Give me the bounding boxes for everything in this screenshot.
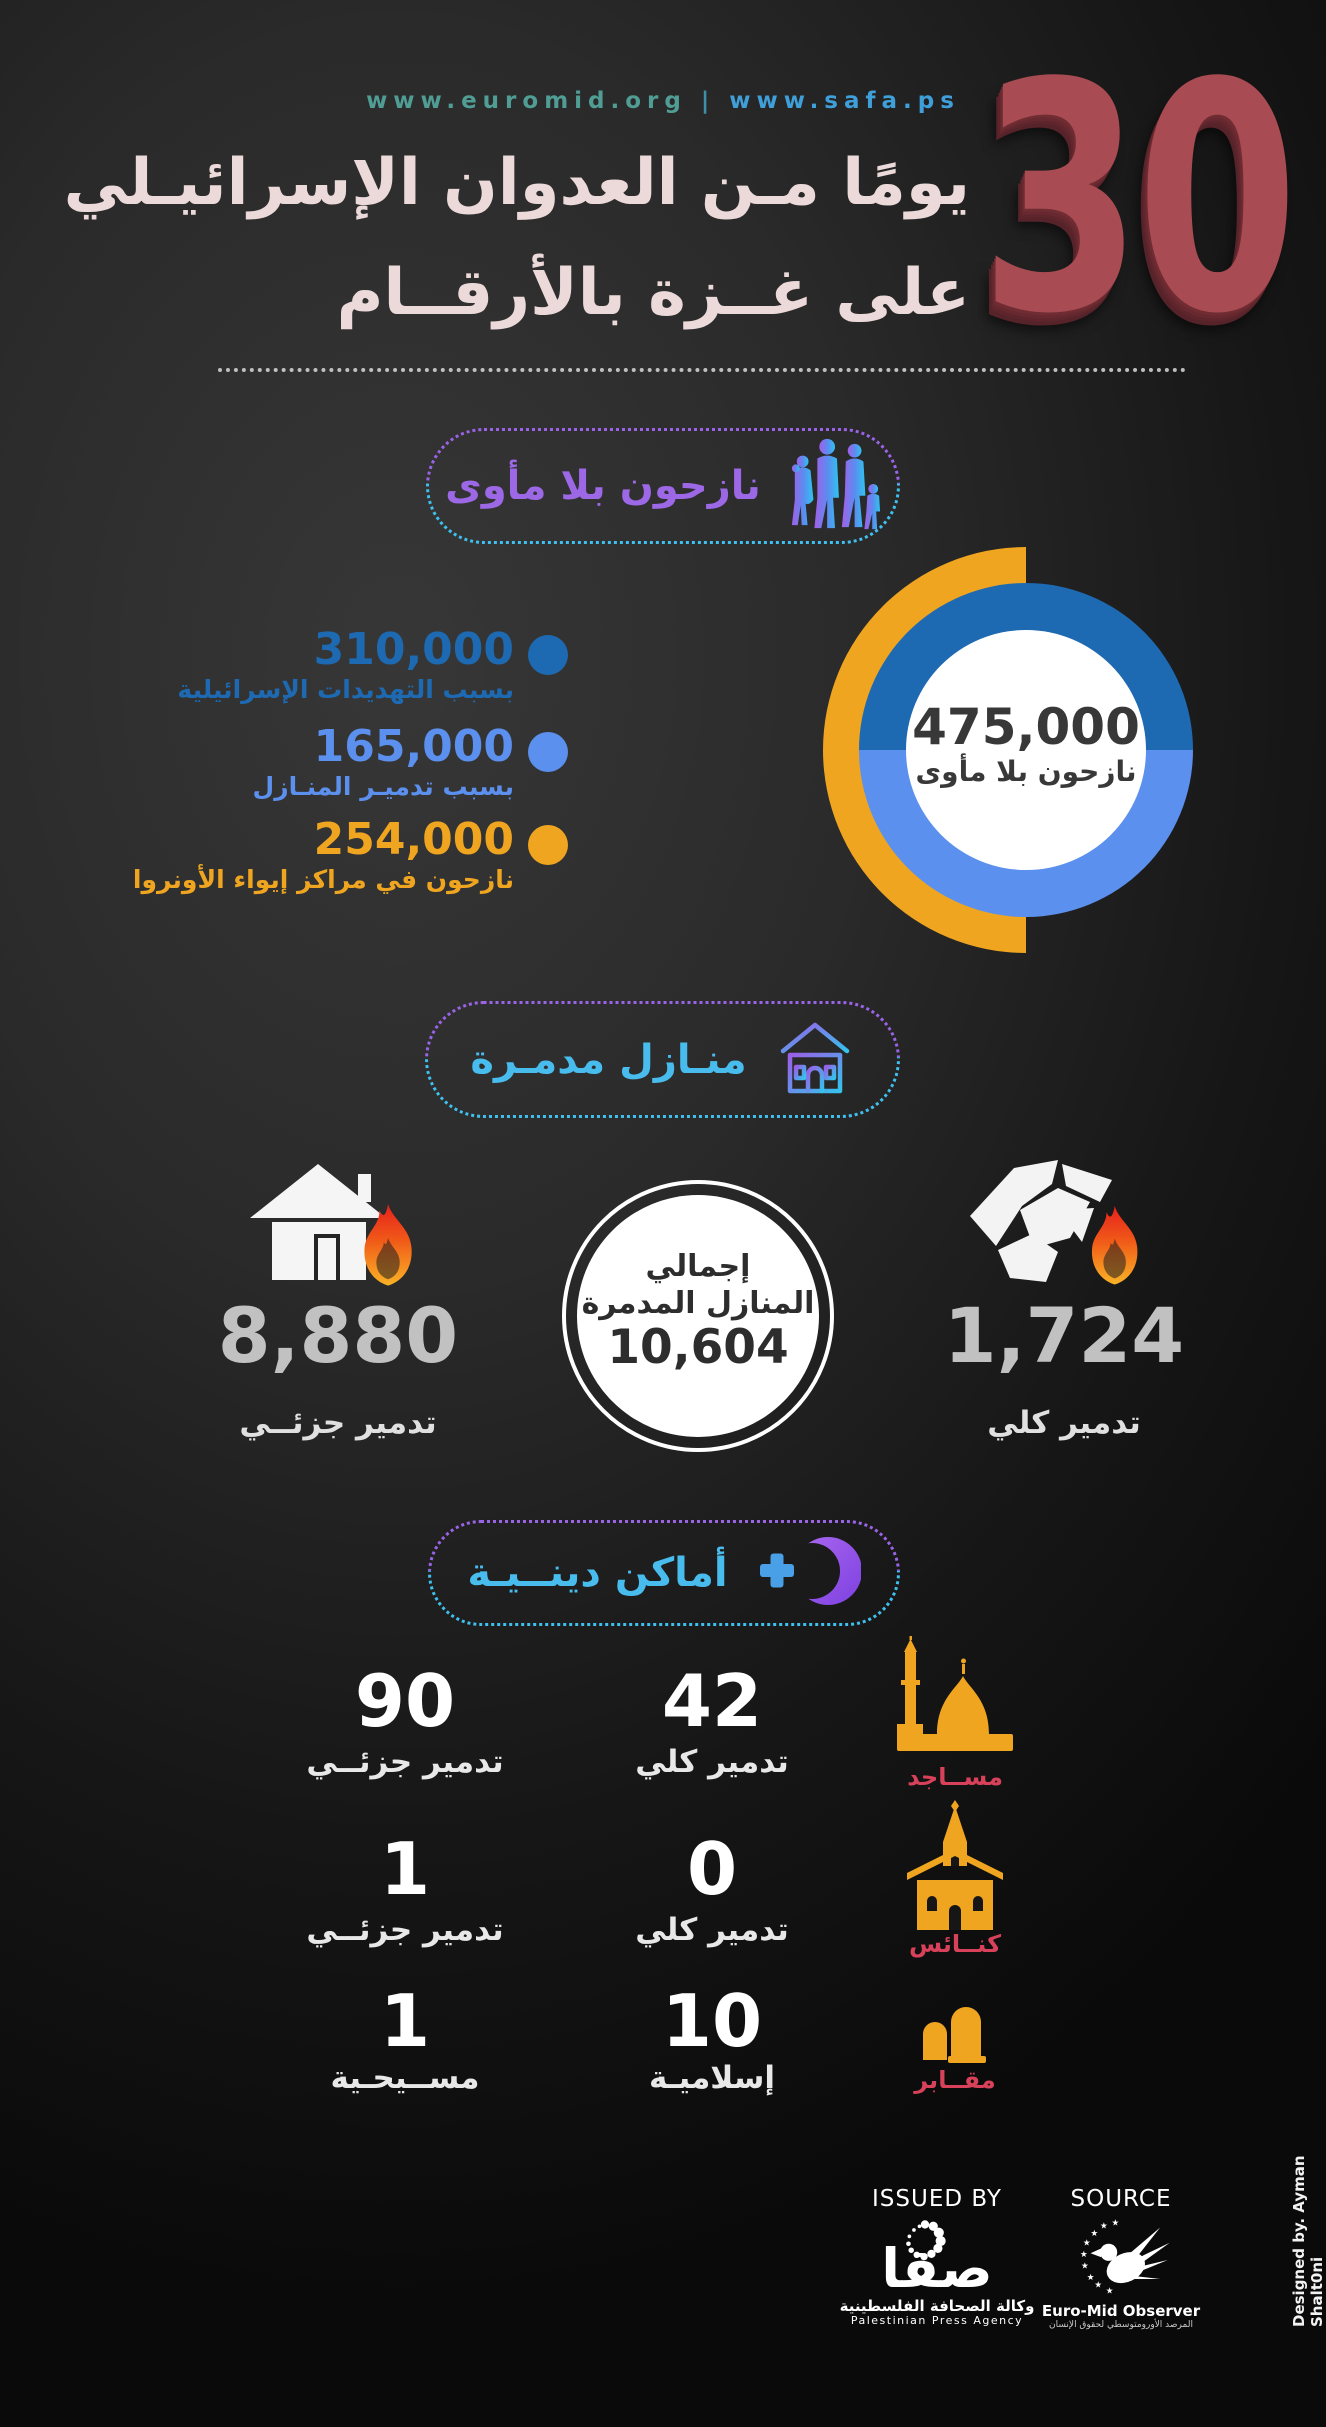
legend-bullet-unrwa xyxy=(528,825,568,865)
big-number-30: 30 xyxy=(980,17,1298,383)
safa-arabic-name: وكالة الصحافة الفلسطينية xyxy=(839,2297,1035,2315)
legend-label-threats: بسبب التهديدات الإسرائيلية xyxy=(177,675,514,705)
mosques-complete-value: 42 xyxy=(661,1659,763,1743)
legend-bullet-destroyed-homes xyxy=(528,732,568,772)
section-religious-title: أماكن دينــيـة xyxy=(467,1550,728,1596)
cemeteries-christian-label: مســيحـية xyxy=(330,2060,480,2096)
website-urls: www.euromid.org | www.safa.ps xyxy=(0,88,1326,114)
source-heading: SOURCE xyxy=(1070,2186,1172,2212)
mosque-icon xyxy=(893,1636,1017,1766)
svg-text:★: ★ xyxy=(1100,2221,1108,2231)
church-icon xyxy=(903,1800,1007,1936)
svg-text:★: ★ xyxy=(1094,2281,1102,2291)
safa-dots-icon xyxy=(893,2218,957,2268)
legend-bullet-threats xyxy=(528,635,568,675)
issued-by-heading: ISSUED BY xyxy=(872,2186,1002,2212)
svg-text:★: ★ xyxy=(1083,2239,1091,2249)
url-euromid: www.euromid.org xyxy=(366,88,687,114)
page-title: يومًا مـن العدوان الإسرائيـلي على غــزة … xyxy=(64,128,970,348)
churches-complete-value: 0 xyxy=(686,1827,738,1911)
cemeteries-name: مقــابر xyxy=(914,2066,996,2094)
section-homes-header: منـازل مدمـرة xyxy=(425,1001,900,1118)
burning-house-icon xyxy=(238,1158,438,1310)
cemeteries-islamic-value: 10 xyxy=(661,1979,763,2063)
mosques-partial-value: 90 xyxy=(354,1659,456,1743)
legend-row-destroyed-homes: 165,000 بسبب تدميـر المنـازل xyxy=(252,721,568,802)
dotted-separator xyxy=(218,368,1186,372)
churches-name: كنــائس xyxy=(908,1930,1002,1958)
svg-text:★: ★ xyxy=(1091,2229,1099,2239)
legend-label-destroyed-homes: بسبب تدميـر المنـازل xyxy=(252,772,514,802)
safa-logo: صفا xyxy=(881,2237,993,2300)
title-line-2: على غــزة بالأرقــام xyxy=(336,256,970,330)
euromid-name: Euro-Mid Observer xyxy=(1041,2302,1201,2320)
section-displaced-header: نازحون بلا مأوى xyxy=(426,428,900,544)
legend-label-unrwa: نازحون في مراكز إيواء الأونروا xyxy=(132,865,514,895)
url-separator: | xyxy=(700,88,730,114)
euromid-dove-icon: ★ ★ ★ ★ ★ ★ ★ ★ ★ xyxy=(1066,2218,1178,2304)
legend-value-destroyed-homes: 165,000 xyxy=(313,721,514,772)
homes-partial-value: 8,880 xyxy=(217,1291,459,1380)
homes-total-circle xyxy=(560,1178,836,1458)
cemeteries-islamic-label: إسلاميـة xyxy=(649,2060,775,2096)
cemetery-icon xyxy=(915,2000,995,2068)
mosques-complete-label: تدمير كلي xyxy=(635,1744,789,1780)
svg-text:★: ★ xyxy=(1112,2219,1120,2229)
url-safa: www.safa.ps xyxy=(729,88,960,114)
svg-text:★: ★ xyxy=(1106,2286,1114,2296)
homes-total-value: 10,604 xyxy=(607,1320,789,1375)
legend-value-unrwa: 254,000 xyxy=(313,814,514,865)
mosques-partial-label: تدمير جزئــي xyxy=(306,1744,504,1780)
cemeteries-christian-value: 1 xyxy=(379,1979,431,2063)
svg-text:★: ★ xyxy=(1080,2250,1088,2260)
displaced-donut-chart xyxy=(811,535,1241,969)
house-outline-icon xyxy=(775,1018,855,1102)
svg-text:★: ★ xyxy=(1081,2262,1089,2272)
designed-by-credit: Designed by. Ayman Shalt0ni xyxy=(1290,2155,1326,2327)
homes-total-line1: إجمالي xyxy=(645,1249,751,1284)
churches-partial-label: تدمير جزئــي xyxy=(306,1912,504,1948)
svg-text:★: ★ xyxy=(1087,2273,1095,2283)
title-line-1: يومًا مـن العدوان الإسرائيـلي xyxy=(63,146,970,220)
donut-total-value: 475,000 xyxy=(912,698,1140,756)
homes-complete-label: تدمير كلي xyxy=(987,1405,1141,1441)
section-displaced-title: نازحون بلا مأوى xyxy=(445,463,761,509)
section-religious-header: أماكن دينــيـة xyxy=(428,1520,900,1626)
donut-center-text: 475,000 نازحون بلا مأوى xyxy=(896,698,1156,789)
safa-english-name: Palestinian Press Agency xyxy=(850,2314,1024,2327)
homes-total-text: إجمالي المنازل المدمرة 10,604 xyxy=(578,1248,818,1374)
churches-partial-value: 1 xyxy=(379,1827,431,1911)
collapsed-house-icon xyxy=(962,1150,1166,1306)
euromid-arabic-name: المرصد الأورومتوسطي لحقوق الإنسان xyxy=(1049,2320,1193,2330)
homes-complete-value: 1,724 xyxy=(943,1291,1185,1380)
mosques-name: مســاجد xyxy=(907,1763,1003,1791)
section-homes-title: منـازل مدمـرة xyxy=(470,1036,747,1083)
homes-total-line2: المنازل المدمرة xyxy=(581,1286,815,1321)
homes-partial-label: تدمير جزئــي xyxy=(239,1405,437,1441)
crescent-and-cross-icon xyxy=(756,1532,864,1614)
legend-row-unrwa: 254,000 نازحون في مراكز إيواء الأونروا xyxy=(132,814,568,895)
legend-value-threats: 310,000 xyxy=(313,624,514,675)
displaced-people-icon xyxy=(789,435,881,537)
legend-row-threats: 310,000 بسبب التهديدات الإسرائيلية xyxy=(177,624,568,705)
donut-caption: نازحون بلا مأوى xyxy=(915,755,1137,788)
churches-complete-label: تدمير كلي xyxy=(635,1912,789,1948)
